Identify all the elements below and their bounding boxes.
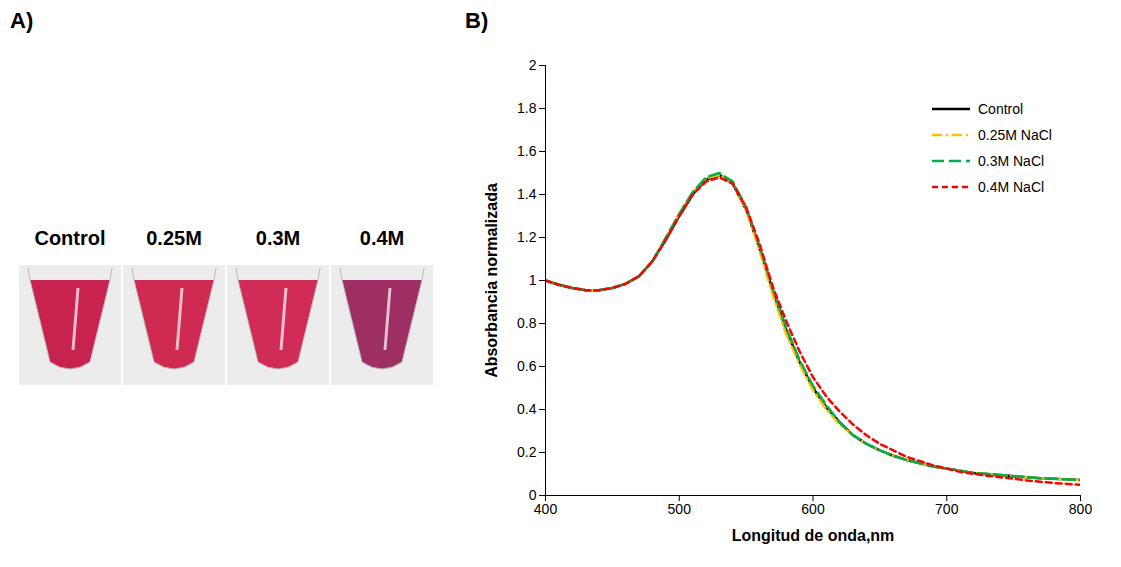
svg-text:0.3M NaCl: 0.3M NaCl: [978, 153, 1044, 169]
svg-text:1.8: 1.8: [517, 100, 537, 116]
svg-text:0.25M: 0.25M: [146, 227, 202, 249]
svg-text:0.2: 0.2: [517, 444, 537, 460]
svg-text:0.3M: 0.3M: [256, 227, 300, 249]
svg-text:700: 700: [935, 501, 959, 517]
svg-text:Absorbancia normalizada: Absorbancia normalizada: [483, 183, 500, 378]
svg-text:0.4: 0.4: [517, 401, 537, 417]
svg-text:600: 600: [801, 501, 825, 517]
svg-text:Control: Control: [978, 101, 1023, 117]
svg-text:2: 2: [529, 57, 537, 73]
svg-text:0.6: 0.6: [517, 358, 537, 374]
svg-text:0.4M NaCl: 0.4M NaCl: [978, 179, 1044, 195]
svg-text:800: 800: [1069, 501, 1093, 517]
svg-text:400: 400: [534, 501, 558, 517]
svg-text:Control: Control: [34, 227, 105, 249]
svg-text:1.6: 1.6: [517, 143, 537, 159]
svg-text:1: 1: [529, 272, 537, 288]
html-text:A): A): [10, 8, 34, 33]
svg-text:1.2: 1.2: [517, 229, 537, 245]
svg-text:500: 500: [668, 501, 692, 517]
svg-text:0.25M NaCl: 0.25M NaCl: [978, 127, 1052, 143]
svg-text:0.4M: 0.4M: [360, 227, 404, 249]
svg-text:Longitud de onda,nm: Longitud de onda,nm: [732, 527, 895, 544]
svg-text:0: 0: [528, 487, 537, 503]
svg-text:1.4: 1.4: [517, 186, 537, 202]
svg-text:0.8: 0.8: [517, 315, 537, 331]
html-text:B): B): [465, 8, 489, 33]
